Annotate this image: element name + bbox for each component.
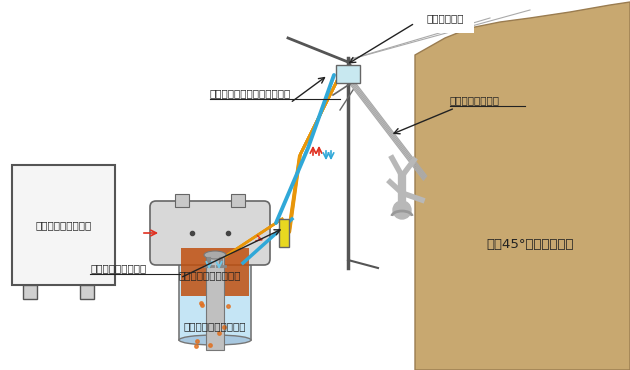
Ellipse shape — [204, 251, 226, 259]
FancyBboxPatch shape — [179, 250, 251, 340]
FancyBboxPatch shape — [23, 285, 37, 299]
Text: ［ラインオイラー］: ［ラインオイラー］ — [90, 263, 146, 273]
Text: 斜面45°まで実績あり: 斜面45°まで実績あり — [486, 239, 574, 252]
Text: ［オイル除去タンク］: ［オイル除去タンク］ — [184, 321, 246, 331]
Polygon shape — [415, 2, 630, 370]
FancyBboxPatch shape — [175, 194, 189, 207]
FancyBboxPatch shape — [80, 285, 94, 299]
FancyBboxPatch shape — [279, 219, 289, 247]
Ellipse shape — [179, 335, 251, 345]
FancyBboxPatch shape — [181, 248, 249, 296]
Text: 開発型掘削機: 開発型掘削機 — [427, 13, 464, 23]
Text: ［コンプレッサー］: ［コンプレッサー］ — [35, 220, 91, 230]
FancyBboxPatch shape — [206, 255, 224, 350]
Circle shape — [393, 201, 411, 219]
Text: ［レシーバータンク］: ［レシーバータンク］ — [179, 270, 241, 280]
FancyBboxPatch shape — [336, 65, 360, 83]
FancyBboxPatch shape — [231, 194, 245, 207]
Text: アルミ製アンカー打込み架台: アルミ製アンカー打込み架台 — [210, 88, 291, 98]
FancyBboxPatch shape — [150, 201, 270, 265]
Text: 新型アンカー本体: 新型アンカー本体 — [450, 95, 500, 105]
FancyBboxPatch shape — [12, 165, 115, 285]
